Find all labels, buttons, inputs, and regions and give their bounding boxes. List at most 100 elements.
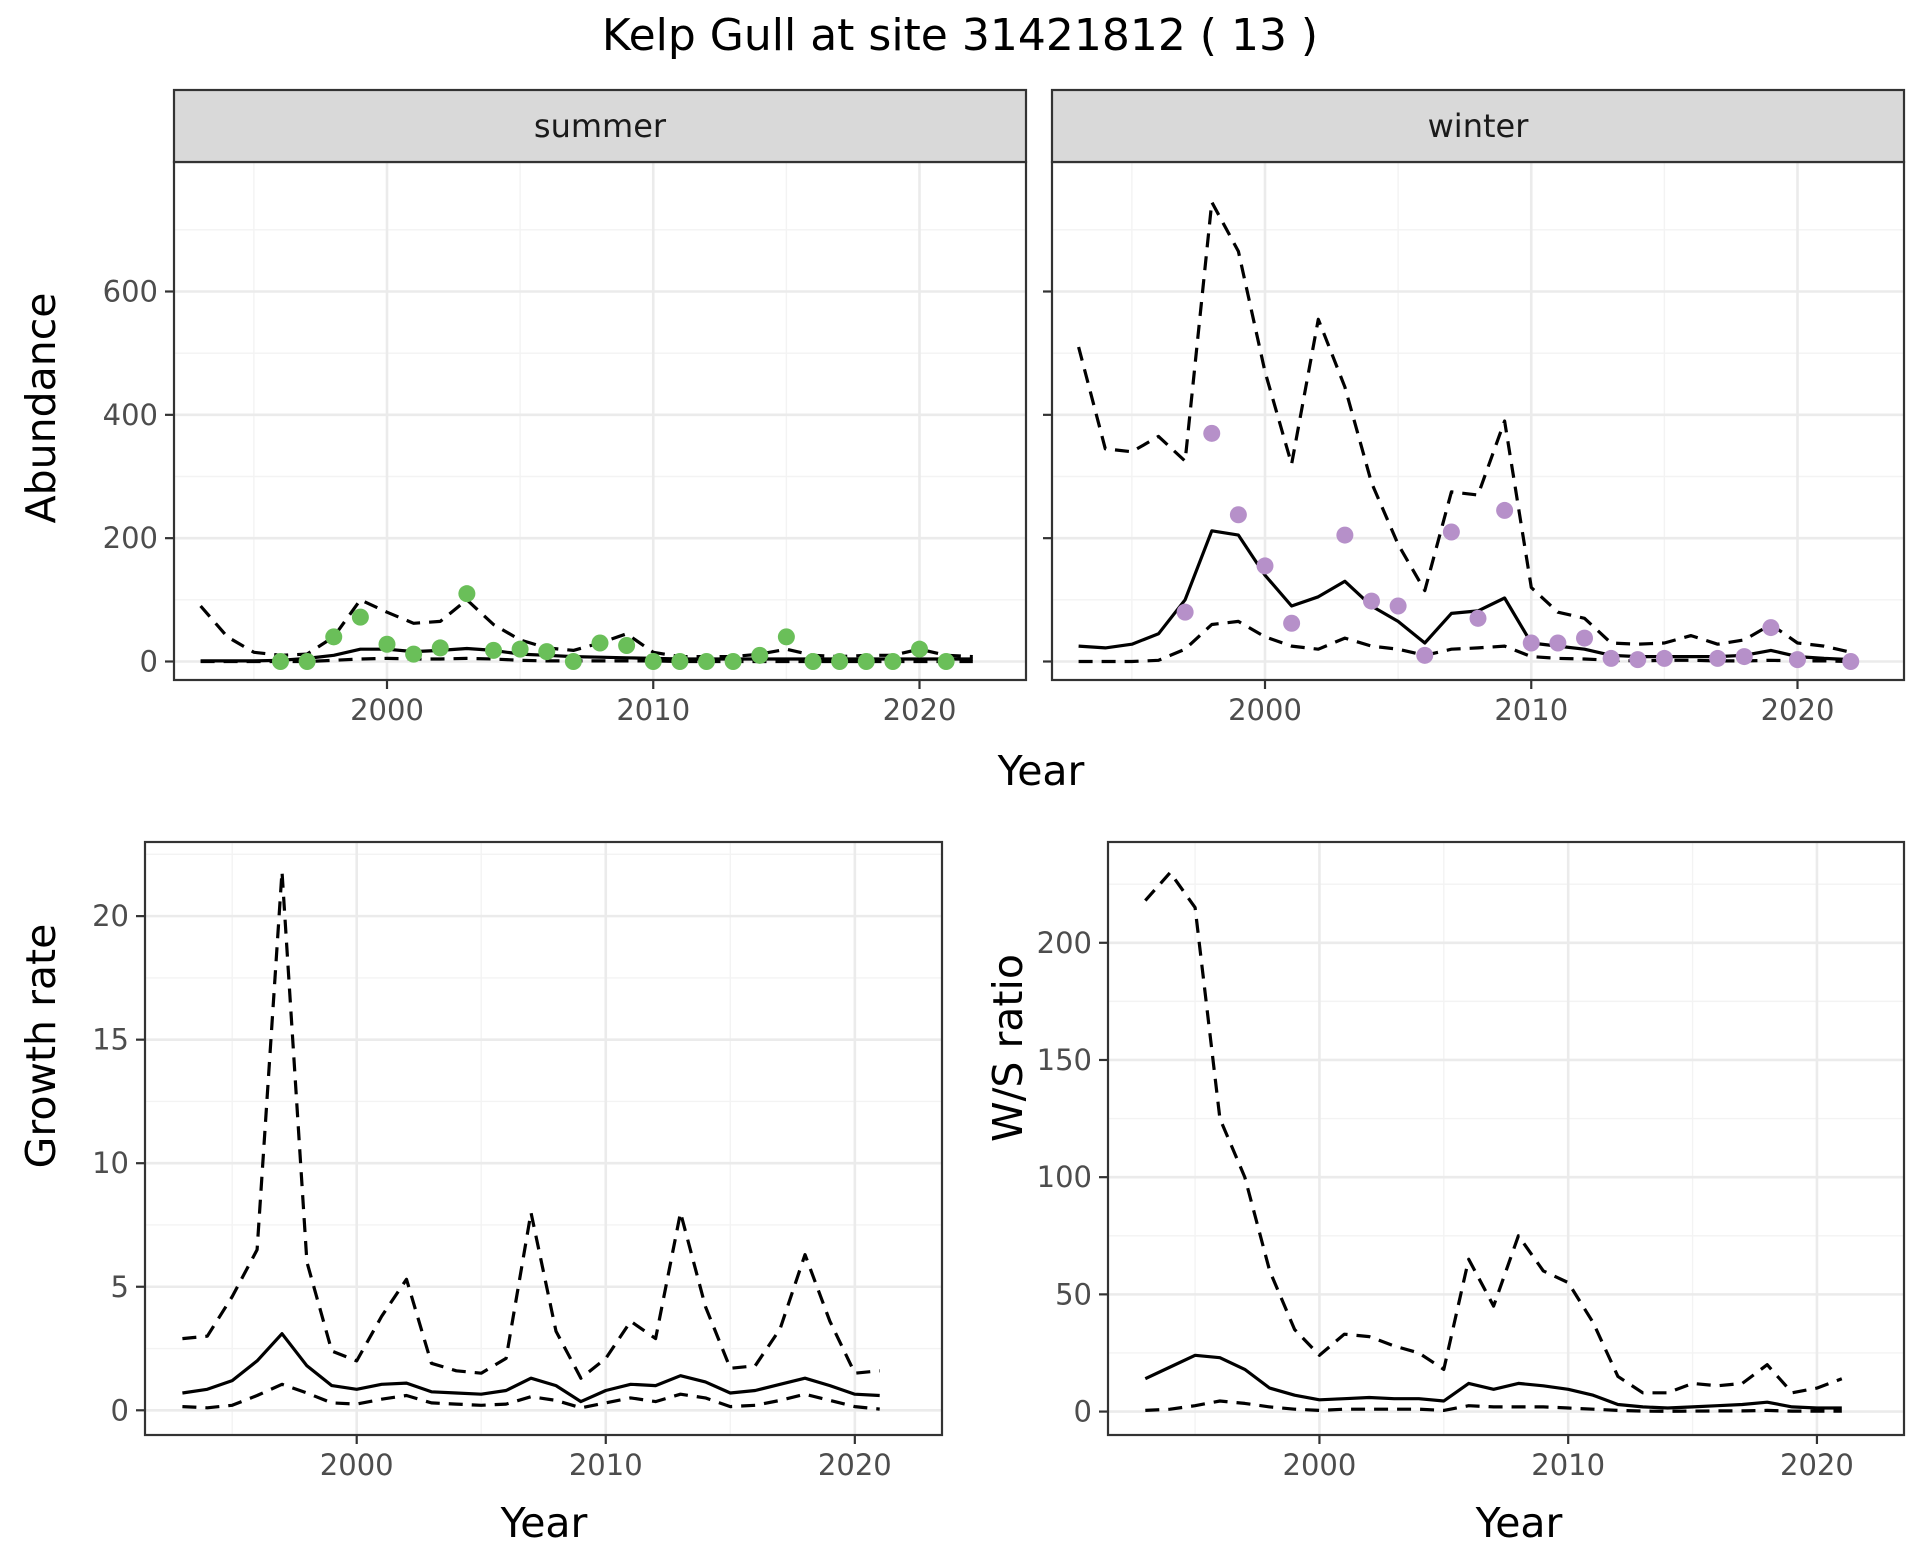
x-tick-label: 2020 [1761, 693, 1835, 727]
growth-rate-panel: 2000 2010 2020 0 5 10 15 20 [92, 840, 944, 1482]
panel-border [143, 840, 944, 1437]
x-tick-label: 2010 [1531, 1448, 1605, 1482]
y-tick-label: 100 [1037, 1160, 1092, 1194]
observation-point [618, 636, 636, 654]
facet-strip [1050, 88, 1906, 164]
y-tick-label: 200 [1037, 926, 1092, 960]
facet-strip-label: summer [534, 107, 667, 145]
mean-line [182, 1332, 880, 1404]
observation-point [1655, 649, 1673, 667]
observation-point [1522, 634, 1540, 652]
plot-background [174, 162, 1026, 680]
observation-point [1176, 603, 1194, 621]
observation-point [644, 653, 662, 670]
x-tick-label: 2020 [818, 1448, 892, 1482]
observation-point [511, 640, 529, 658]
abundance-y-axis-title: Abundance [17, 293, 65, 524]
upper-bound-line [182, 870, 880, 1380]
y-tick-label: 5 [111, 1270, 129, 1304]
observation-point [1283, 614, 1301, 632]
observation-point [458, 585, 476, 603]
observation-point [325, 628, 343, 646]
observation-point [378, 635, 396, 653]
lower-bound-line [200, 656, 973, 664]
observation-point [1576, 629, 1593, 647]
observation-point [777, 628, 795, 646]
x-tick-label: 2000 [320, 1448, 394, 1482]
lower-bound-line [1145, 1399, 1842, 1413]
winter-panel: winter 2000 2010 2020 [1043, 88, 1906, 727]
observation-point [751, 646, 769, 664]
ratio-y-axis-title: W/S ratio [984, 954, 1032, 1142]
x-tick-label: 2020 [1780, 1448, 1854, 1482]
x-tick-label: 2010 [616, 693, 690, 727]
mean-line [1144, 1353, 1842, 1410]
observation-point [671, 653, 689, 670]
ws-ratio-panel: 2000 2010 2020 0 50 100 150 200 [1037, 840, 1906, 1482]
observation-point [937, 653, 955, 670]
facet-strip [172, 88, 1028, 164]
observation-point [1389, 597, 1407, 615]
observation-point [1256, 557, 1274, 575]
growth-y-axis-title: Growth rate [17, 924, 65, 1169]
x-tick-label: 2000 [350, 693, 424, 727]
observation-point [1469, 609, 1487, 627]
observation-point [1602, 649, 1620, 667]
observation-point [538, 643, 556, 661]
observation-point [485, 641, 502, 659]
observation-point [1363, 592, 1380, 610]
y-tick-label: 150 [1037, 1043, 1092, 1077]
plot-background [1108, 842, 1904, 1435]
observation-point [1496, 501, 1514, 519]
observation-point [724, 653, 742, 670]
observation-point [857, 653, 875, 670]
y-tick-label: 200 [103, 521, 158, 555]
ratio-x-axis-title: Year [1475, 1499, 1563, 1547]
observation-point [1336, 526, 1354, 544]
facet-strip-label: winter [1428, 107, 1530, 145]
observation-point [1203, 424, 1221, 442]
y-tick-label: 50 [1055, 1277, 1092, 1311]
upper-bound-line [1144, 870, 1843, 1395]
observation-point [298, 653, 316, 670]
observation-point [591, 634, 609, 652]
x-tick-label: 2020 [883, 693, 957, 727]
observation-point [1549, 634, 1567, 652]
observation-point [351, 608, 369, 626]
observation-point [1709, 649, 1727, 667]
growth-x-axis-title: Year [500, 1499, 588, 1547]
top-x-axis-title: Year [997, 747, 1085, 795]
observation-point [1442, 523, 1460, 541]
y-tick-label: 15 [92, 1023, 129, 1057]
observation-point [405, 645, 423, 663]
x-tick-label: 2000 [1228, 693, 1302, 727]
y-tick-label: 0 [1074, 1395, 1092, 1429]
figure-title: Kelp Gull at site 31421812 ( 13 ) [602, 10, 1318, 61]
x-tick-label: 2010 [569, 1448, 643, 1482]
panel-border [1106, 840, 1906, 1437]
observation-point [564, 653, 582, 670]
y-tick-label: 0 [111, 1393, 129, 1427]
observation-point [831, 653, 849, 670]
observation-point [431, 639, 449, 657]
observation-point [698, 653, 715, 670]
x-tick-label: 2000 [1283, 1448, 1357, 1482]
observation-point [1842, 653, 1860, 670]
observation-point [1629, 651, 1647, 669]
observation-point [1762, 619, 1780, 637]
observation-point [884, 653, 902, 670]
y-tick-label: 10 [92, 1146, 129, 1180]
x-tick-label: 2010 [1494, 693, 1568, 727]
plot-background [1052, 162, 1904, 680]
summer-panel: summer 2000 2010 2020 0 200 400 600 [103, 88, 1028, 727]
y-tick-label: 0 [140, 645, 158, 679]
lower-bound-line [182, 1382, 880, 1411]
observation-point [1789, 651, 1806, 669]
observation-point [804, 653, 822, 670]
observation-point [911, 640, 928, 658]
observation-point [1416, 646, 1434, 664]
observation-point [272, 653, 289, 670]
y-tick-label: 20 [92, 899, 129, 933]
y-tick-label: 400 [103, 398, 158, 432]
